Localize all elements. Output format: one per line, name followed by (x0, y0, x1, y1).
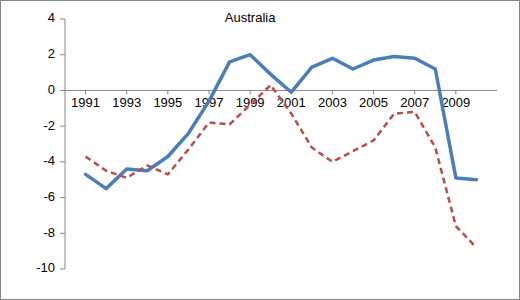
y-tick (60, 197, 65, 198)
y-tick-label: 4 (48, 10, 55, 25)
x-tick-label: 2003 (318, 95, 347, 110)
x-tick (126, 90, 127, 94)
y-tick (60, 161, 65, 162)
y-tick (60, 54, 65, 55)
y-tick (60, 90, 65, 91)
y-tick (60, 126, 65, 127)
x-tick-label: 1993 (112, 95, 141, 110)
x-tick-label: 1995 (153, 95, 182, 110)
series-line (86, 85, 477, 248)
series-group (86, 55, 477, 248)
x-tick-label: 1999 (236, 95, 265, 110)
x-axis-line (65, 90, 497, 91)
x-tick (455, 90, 456, 94)
y-tick-label: -4 (43, 153, 55, 168)
y-tick (60, 269, 65, 270)
x-tick (414, 90, 415, 94)
y-tick-label: -6 (43, 189, 55, 204)
chart-border (1, 1, 520, 300)
chart-svg: -10-8-6-4-202419911993199519971999200120… (0, 0, 520, 300)
y-tick-label: -10 (36, 260, 55, 275)
y-tick-label: 2 (48, 46, 55, 61)
y-tick (60, 19, 65, 20)
x-tick-label: 1991 (71, 95, 100, 110)
x-tick (332, 90, 333, 94)
x-tick-label: 2005 (359, 95, 388, 110)
x-tick-label: 2007 (400, 95, 429, 110)
x-tick (85, 90, 86, 94)
x-tick (373, 90, 374, 94)
series-line (86, 55, 477, 189)
x-tick (209, 90, 210, 94)
y-tick-label: -2 (43, 118, 55, 133)
x-tick (250, 90, 251, 94)
x-tick (167, 90, 168, 94)
y-tick-label: -8 (43, 225, 55, 240)
y-tick (60, 233, 65, 234)
y-axis-line (65, 19, 66, 269)
annotation: Australia (225, 10, 276, 25)
chart-container: -10-8-6-4-202419911993199519971999200120… (0, 0, 520, 300)
x-tick-label: 2009 (441, 95, 470, 110)
y-tick-label: 0 (48, 82, 55, 97)
